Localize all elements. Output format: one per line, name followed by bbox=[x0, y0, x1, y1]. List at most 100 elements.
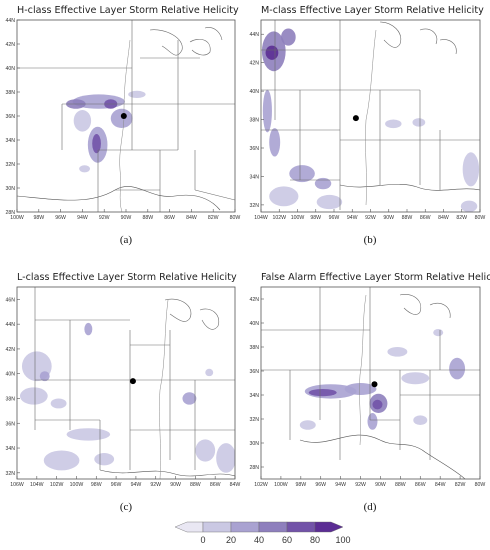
great-lakes bbox=[164, 298, 220, 330]
x-tick-label: 96W bbox=[329, 215, 340, 221]
x-tick-label: 82W bbox=[456, 215, 467, 221]
colorbar-segment bbox=[202, 521, 232, 533]
coastline bbox=[339, 183, 480, 191]
y-tick-label: 44N bbox=[5, 322, 15, 328]
y-tick-label: 34N bbox=[249, 393, 259, 399]
x-tick-label: 98W bbox=[91, 482, 102, 488]
colorbar-segment bbox=[230, 521, 260, 533]
x-tick-label: 80W bbox=[230, 215, 241, 221]
y-tick-label: 38N bbox=[5, 90, 15, 96]
helicity-contour bbox=[289, 165, 315, 183]
coastline bbox=[99, 469, 235, 477]
x-tick-label: 96W bbox=[111, 482, 122, 488]
helicity-contour bbox=[387, 347, 408, 357]
y-tick-label: 42N bbox=[249, 297, 259, 303]
x-tick-label: 88W bbox=[190, 482, 201, 488]
helicity-contour bbox=[367, 413, 378, 430]
helicity-contour bbox=[281, 28, 296, 46]
x-tick-label: 96W bbox=[315, 482, 326, 488]
panel-c-frame bbox=[16, 286, 236, 480]
helicity-contour bbox=[262, 89, 272, 133]
x-tick-label: 88W bbox=[142, 215, 153, 221]
great-lakes bbox=[149, 27, 223, 56]
helicity-contour bbox=[43, 450, 80, 471]
helicity-contour bbox=[460, 200, 478, 212]
helicity-contour bbox=[372, 399, 383, 410]
x-tick-label: 106W bbox=[10, 482, 24, 488]
x-tick-label: 82W bbox=[455, 482, 466, 488]
colorbar-segment bbox=[174, 521, 204, 533]
helicity-contour bbox=[269, 186, 299, 207]
y-tick-label: 32N bbox=[5, 162, 15, 168]
x-tick-label: 94W bbox=[77, 215, 88, 221]
y-tick-label: 30N bbox=[249, 441, 259, 447]
x-tick-label: 84W bbox=[438, 215, 449, 221]
y-tick-label: 44N bbox=[249, 32, 259, 38]
x-tick-label: 94W bbox=[131, 482, 142, 488]
helicity-contour bbox=[39, 371, 50, 382]
panel-a-site-marker bbox=[120, 113, 127, 119]
helicity-contour bbox=[433, 329, 444, 337]
coastline bbox=[17, 186, 221, 211]
panel-d-caption: (d) bbox=[364, 501, 377, 513]
helicity-contour bbox=[128, 90, 146, 98]
y-tick-label: 36N bbox=[5, 421, 15, 427]
colorbar-tick-label: 20 bbox=[226, 535, 236, 545]
x-tick-label: 94W bbox=[347, 215, 358, 221]
river bbox=[359, 294, 367, 446]
x-tick-label: 88W bbox=[395, 482, 406, 488]
great-lakes bbox=[399, 294, 451, 319]
y-tick-label: 40N bbox=[5, 372, 15, 378]
y-tick-label: 34N bbox=[249, 174, 259, 180]
y-tick-label: 32N bbox=[5, 471, 15, 477]
panel-b-title: M-class Effective Layer Storm Relative H… bbox=[261, 5, 484, 16]
x-tick-label: 92W bbox=[150, 482, 161, 488]
panel-b: M-class Effective Layer Storm Relative H… bbox=[249, 5, 485, 246]
panel-d: False Alarm Effective Layer Storm Relati… bbox=[249, 272, 490, 513]
helicity-contour bbox=[79, 165, 91, 173]
x-tick-label: 82W bbox=[208, 215, 219, 221]
x-tick-label: 100W bbox=[10, 215, 24, 221]
helicity-contour bbox=[299, 420, 316, 430]
y-tick-label: 34N bbox=[5, 446, 15, 452]
helicity-contour bbox=[316, 194, 343, 210]
colorbar: 0 20 40 60 80 100 bbox=[174, 521, 351, 545]
panel-b-frame bbox=[260, 19, 481, 213]
river bbox=[365, 29, 377, 206]
colorbar-segment bbox=[286, 521, 316, 533]
x-tick-label: 92W bbox=[365, 215, 376, 221]
x-tick-label: 98W bbox=[310, 215, 321, 221]
helicity-contour bbox=[413, 415, 428, 426]
y-tick-label: 38N bbox=[5, 396, 15, 402]
colorbar-tick-label: 80 bbox=[310, 535, 320, 545]
panel-c-site-marker bbox=[129, 378, 136, 385]
helicity-contour bbox=[308, 389, 337, 397]
helicity-contour bbox=[314, 177, 332, 190]
helicity-contour bbox=[344, 383, 377, 395]
panel-b-site-marker bbox=[352, 115, 359, 122]
x-tick-label: 88W bbox=[402, 215, 413, 221]
y-tick-label: 38N bbox=[249, 345, 259, 351]
x-tick-label: 92W bbox=[99, 215, 110, 221]
y-tick-label: 32N bbox=[249, 203, 259, 209]
panel-d-title: False Alarm Effective Layer Storm Relati… bbox=[261, 272, 490, 283]
x-tick-label: 90W bbox=[121, 215, 132, 221]
x-tick-label: 80W bbox=[475, 482, 486, 488]
helicity-contour bbox=[66, 428, 111, 441]
helicity-contour bbox=[84, 322, 93, 336]
x-tick-label: 90W bbox=[375, 482, 386, 488]
colorbar-segment bbox=[258, 521, 288, 533]
x-tick-label: 86W bbox=[420, 215, 431, 221]
x-tick-label: 104W bbox=[254, 215, 268, 221]
y-tick-label: 42N bbox=[5, 347, 15, 353]
x-tick-label: 102W bbox=[254, 482, 268, 488]
x-tick-label: 80W bbox=[475, 215, 486, 221]
state-borders bbox=[34, 287, 235, 470]
helicity-contour bbox=[94, 452, 115, 466]
x-tick-label: 90W bbox=[383, 215, 394, 221]
colorbar-tick-label: 0 bbox=[200, 535, 205, 545]
helicity-contour bbox=[449, 357, 466, 380]
x-tick-label: 104W bbox=[30, 482, 44, 488]
helicity-contour bbox=[265, 45, 279, 60]
colorbar-segment bbox=[314, 521, 344, 533]
